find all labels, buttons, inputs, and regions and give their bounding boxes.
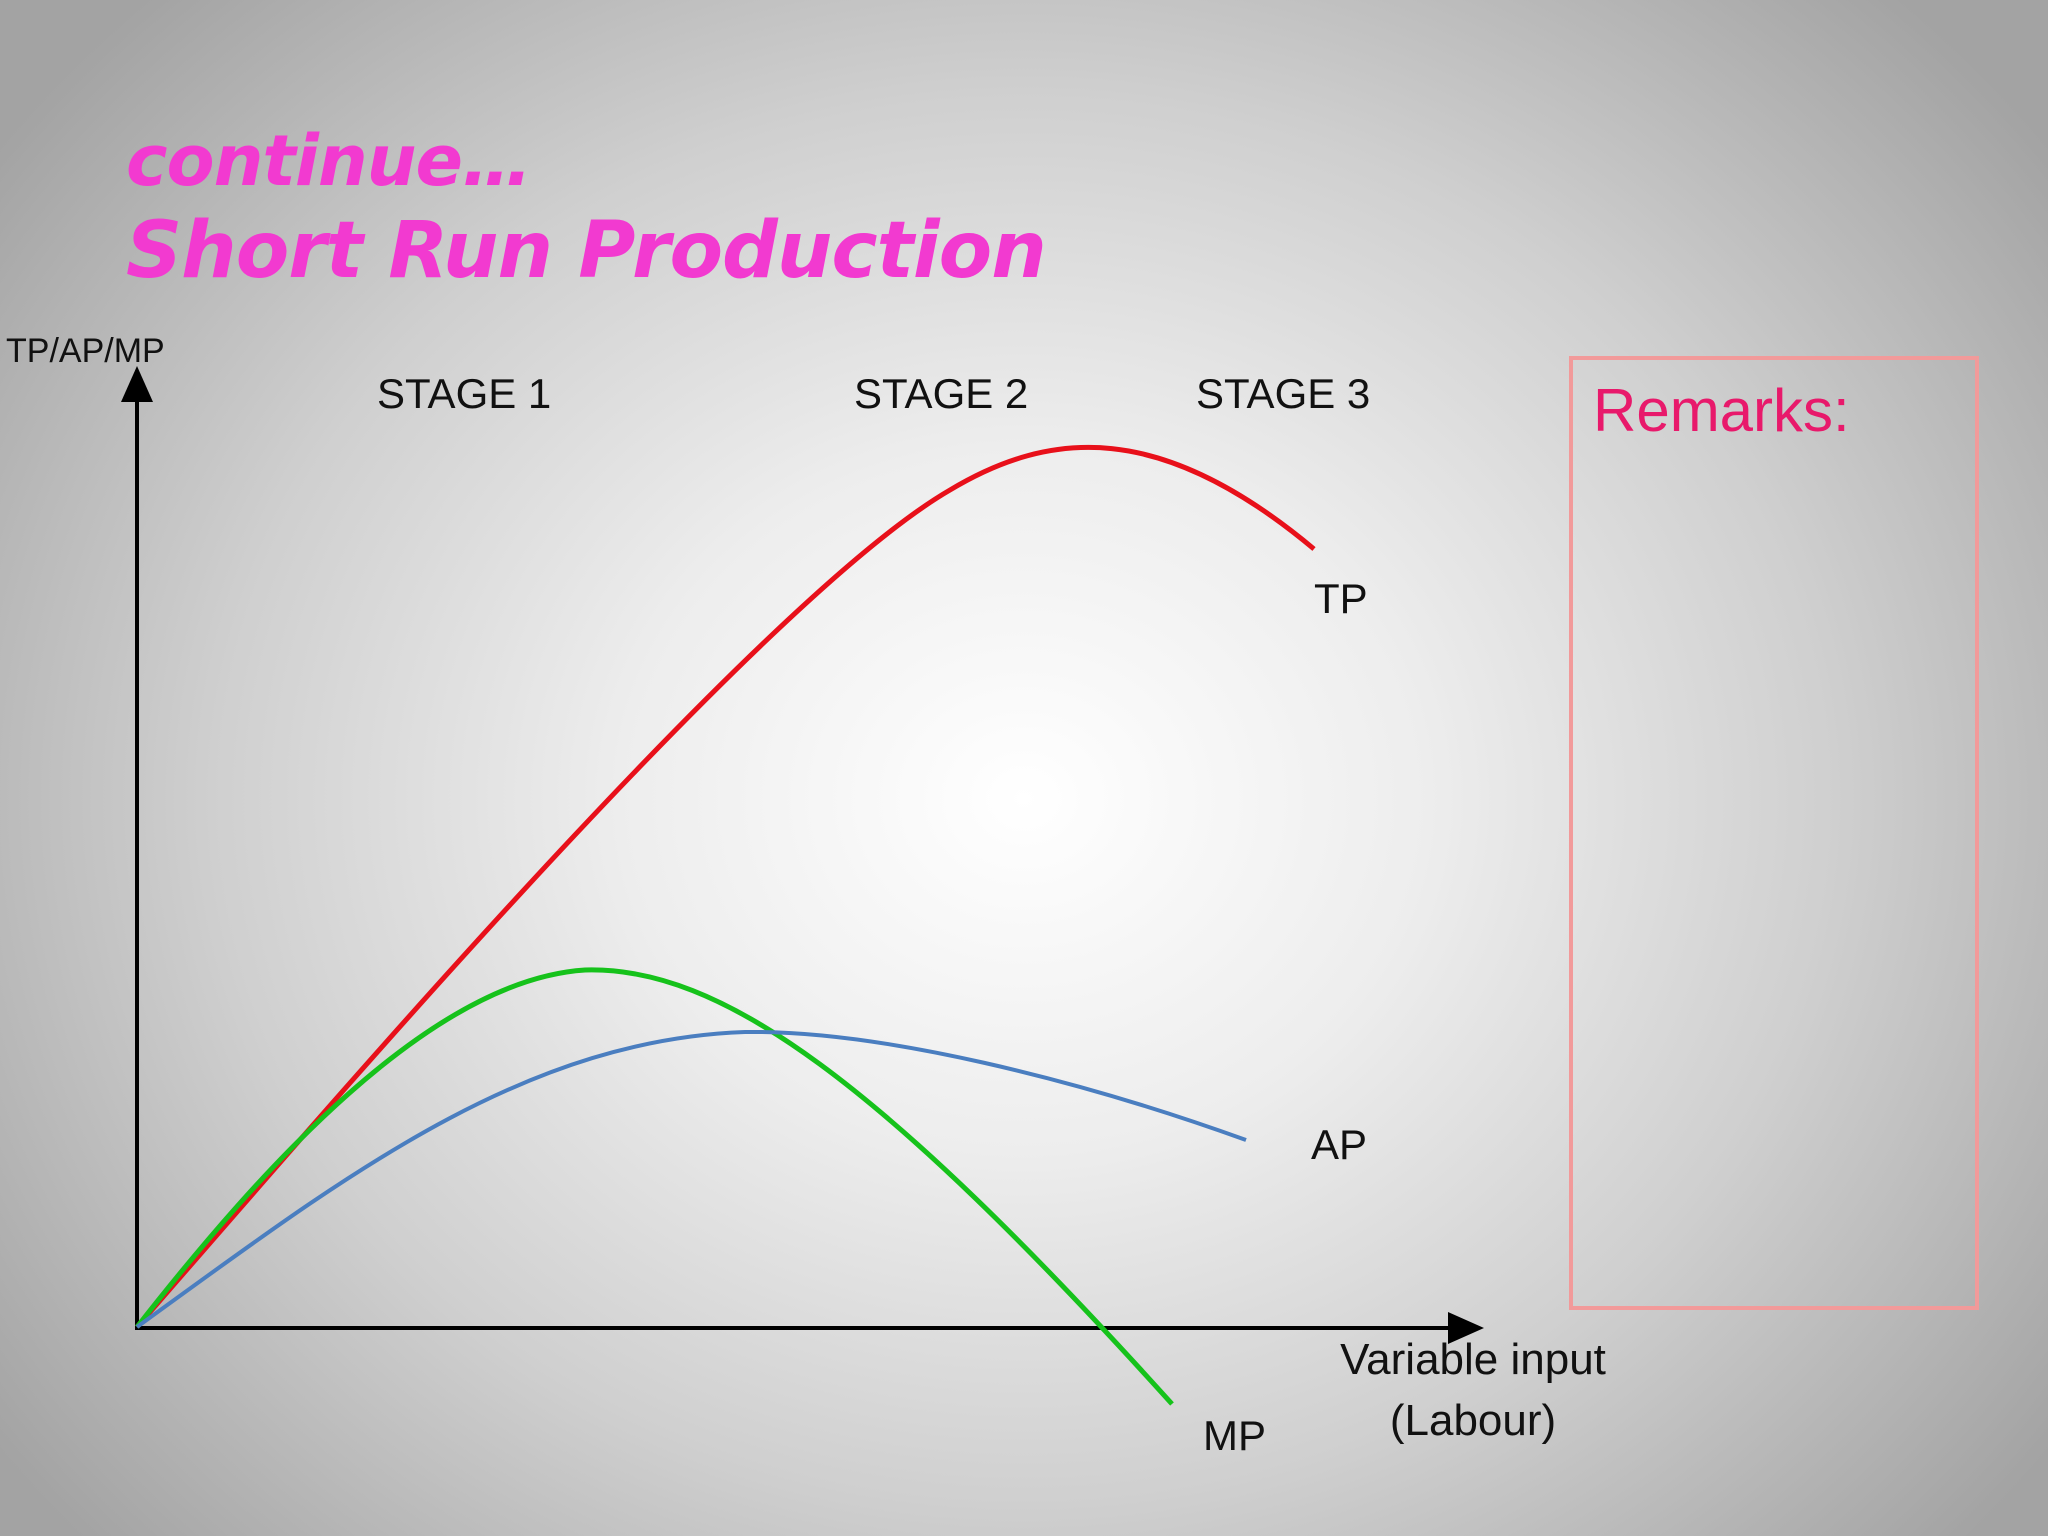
ap-label: AP xyxy=(1311,1121,1367,1168)
x-axis-label-line1: Variable input xyxy=(1340,1335,1606,1384)
tp-curve xyxy=(135,444,1316,1329)
mp-curve xyxy=(135,967,1174,1406)
title-continue: continue… xyxy=(126,120,532,202)
ap-curve xyxy=(135,1029,1247,1329)
stage-1-label: STAGE 1 xyxy=(377,370,551,417)
y-axis-label: TP/AP/MP xyxy=(6,332,165,370)
title-short-run-production: Short Run Production xyxy=(126,206,1047,296)
x-axis-label-line2: (Labour) xyxy=(1390,1396,1556,1445)
remarks-label: Remarks: xyxy=(1593,377,1850,444)
stage-3-label: STAGE 3 xyxy=(1196,370,1370,417)
slide-title: continue… Short Run Production xyxy=(126,120,1047,296)
mp-label: MP xyxy=(1203,1412,1266,1459)
tp-label: TP xyxy=(1314,575,1368,622)
remarks-box: Remarks: xyxy=(1569,356,1979,1310)
stage-2-label: STAGE 2 xyxy=(854,370,1028,417)
